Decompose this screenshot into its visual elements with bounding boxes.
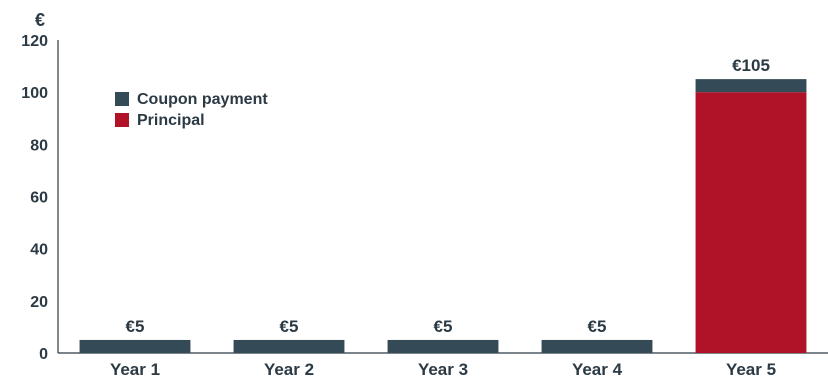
x-tick-label: Year 3 xyxy=(418,360,468,379)
x-tick-label: Year 1 xyxy=(110,360,160,379)
y-axis-unit-label: € xyxy=(35,10,45,30)
y-tick-label: 80 xyxy=(30,137,48,154)
x-tick-label: Year 4 xyxy=(572,360,623,379)
legend-swatch xyxy=(115,113,129,127)
bar-coupon-payment-3 xyxy=(387,339,499,353)
data-labels: €5 €5 €5 €5 €105 xyxy=(126,56,770,336)
bar-coupon-payment-1 xyxy=(79,339,191,353)
bar-coupon-payment-2 xyxy=(233,339,345,353)
y-tick-label: 120 xyxy=(21,33,48,50)
legend: Coupon payment Principal xyxy=(115,91,268,129)
x-axis-ticks: Year 1 Year 2 Year 3 Year 4 Year 5 xyxy=(110,360,776,379)
y-tick-label: 100 xyxy=(21,85,48,102)
y-tick-label: 20 xyxy=(30,294,48,311)
x-tick-label: Year 5 xyxy=(726,360,776,379)
bars xyxy=(79,79,807,354)
y-axis-ticks: 0 20 40 60 80 100 120 xyxy=(21,33,48,363)
legend-label: Principal xyxy=(137,112,205,129)
y-tick-label: 40 xyxy=(30,242,48,259)
data-label: €5 xyxy=(434,317,453,336)
x-tick-label: Year 2 xyxy=(264,360,314,379)
bar-principal-5 xyxy=(695,92,807,354)
legend-swatch xyxy=(115,92,129,106)
data-label: €5 xyxy=(280,317,299,336)
data-label: €5 xyxy=(588,317,607,336)
bar-coupon-payment-5 xyxy=(695,79,807,93)
y-tick-label: 60 xyxy=(30,190,48,207)
y-tick-label: 0 xyxy=(39,346,48,363)
bar-coupon-payment-4 xyxy=(541,339,653,353)
data-label: €105 xyxy=(732,56,770,75)
legend-label: Coupon payment xyxy=(137,91,268,108)
data-label: €5 xyxy=(126,317,145,336)
